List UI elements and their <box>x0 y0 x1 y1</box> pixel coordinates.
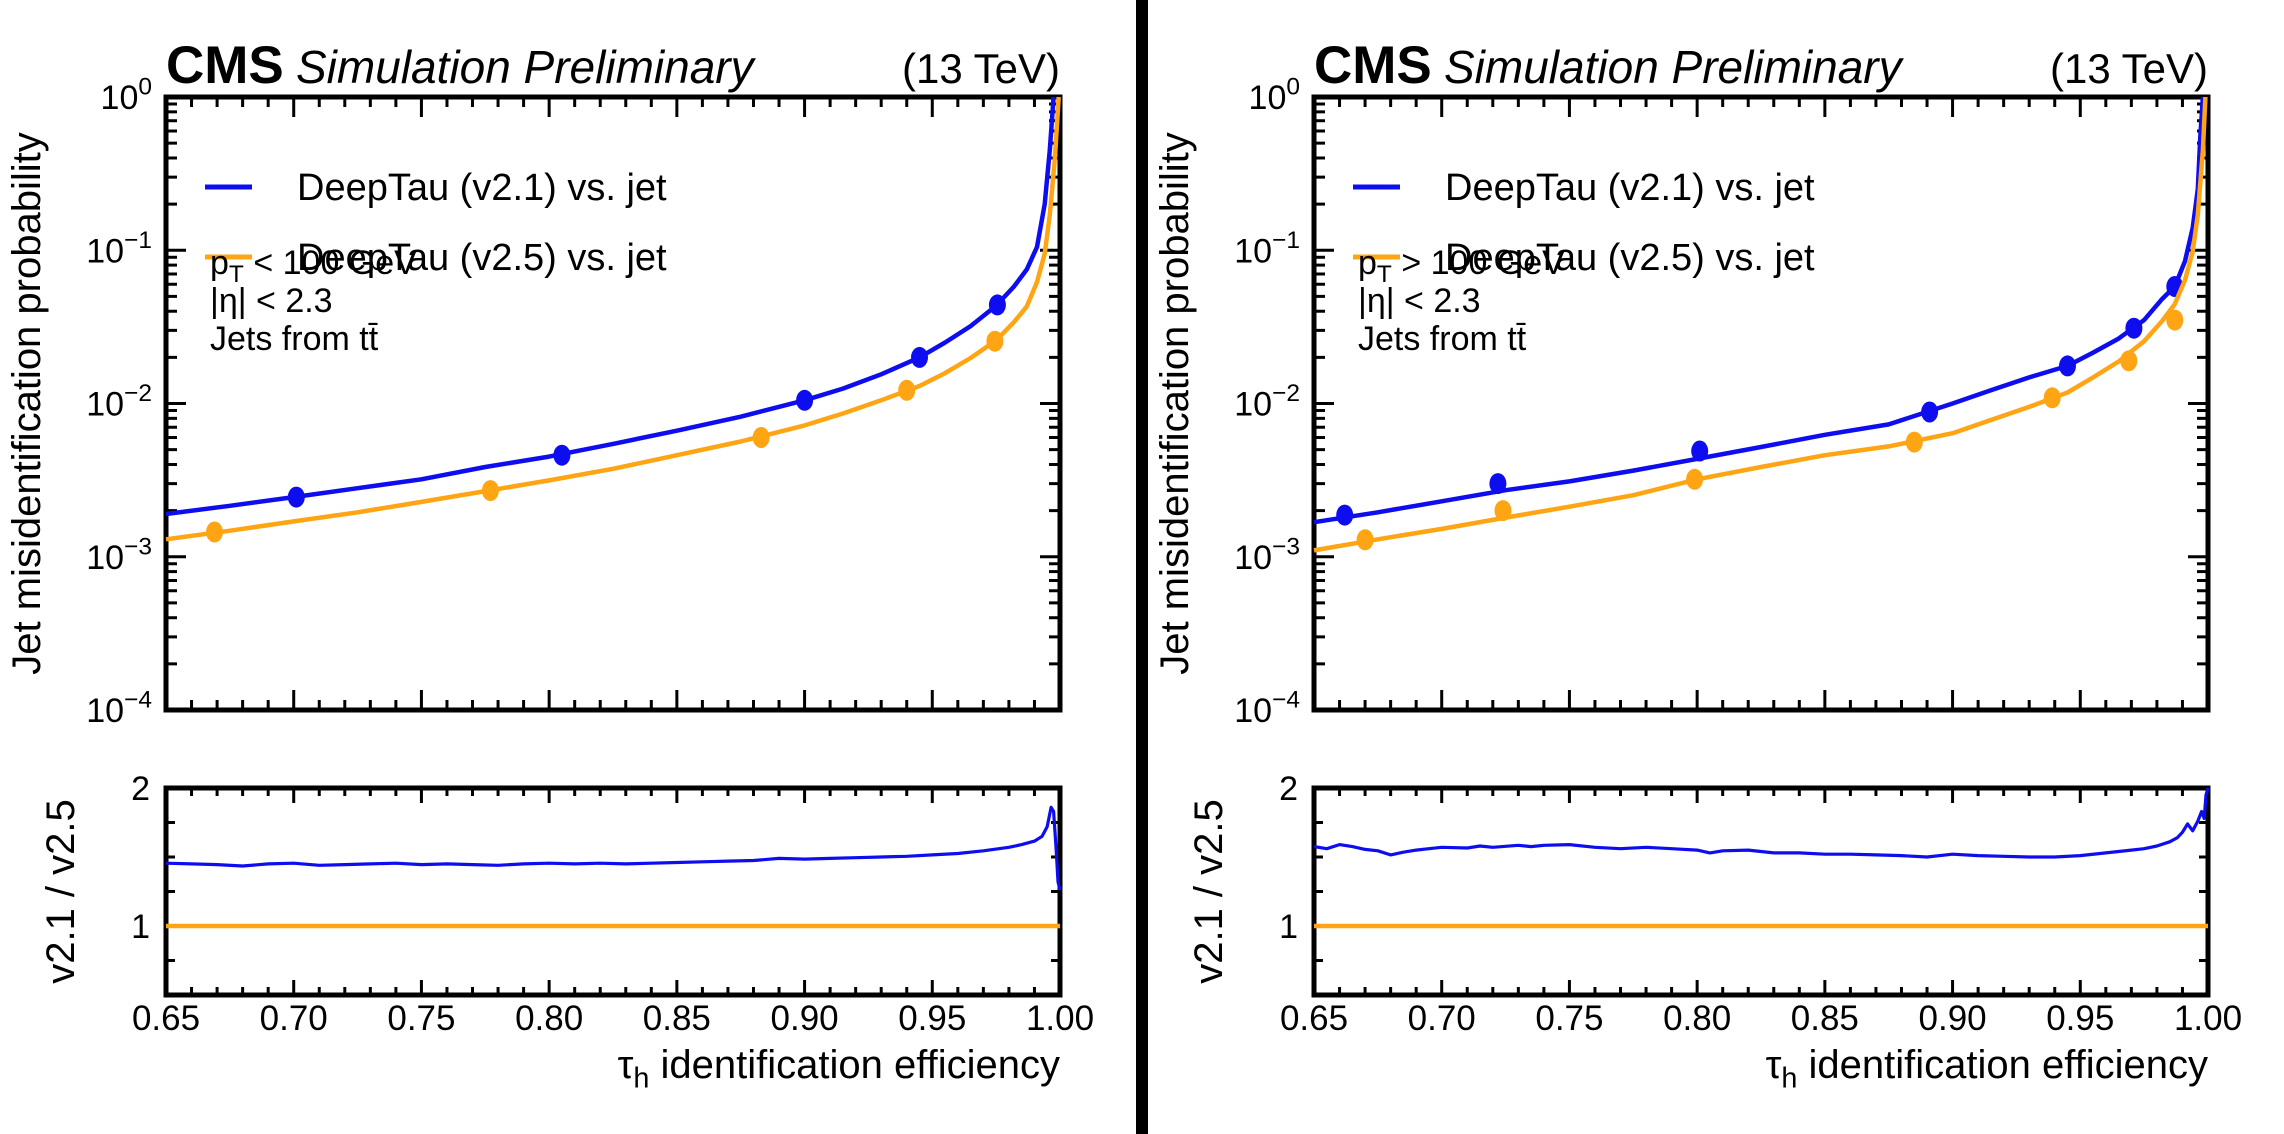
x-tick-label: 0.65 <box>132 999 200 1038</box>
ratio-plot-frame <box>1311 785 2211 998</box>
roc-marker-blue <box>1691 440 1709 462</box>
x-axis-title: τh identification efficiency <box>618 1043 1060 1095</box>
simulation-preliminary-label: Simulation Preliminary <box>296 41 757 93</box>
y-tick-label: 10−4 <box>1234 687 1300 730</box>
roc-marker-blue <box>796 389 814 411</box>
ratio-y-tick-label: 1 <box>131 908 150 946</box>
ratio-curve-blue <box>1313 787 2210 859</box>
ticks-group <box>1312 95 2210 995</box>
cms-label: CMS <box>1314 36 1432 95</box>
x-tick-label: 0.80 <box>1663 999 1731 1038</box>
x-tick-label: 0.75 <box>1535 999 1603 1038</box>
x-tick-label: 0.90 <box>771 999 839 1038</box>
ratio-y-tick-label: 2 <box>131 770 150 808</box>
main-plot-frame <box>163 94 1063 713</box>
roc-marker-orange <box>1356 529 1374 551</box>
y-tick-label: 10−1 <box>86 227 152 270</box>
roc-marker-orange <box>206 521 223 543</box>
roc-marker-blue <box>287 486 305 508</box>
x-tick-label: 0.85 <box>643 999 711 1038</box>
roc-marker-orange <box>481 480 499 502</box>
ratio-y-axis-title: v2.1 / v2.5 <box>39 799 83 984</box>
ratio-curve-blue <box>165 805 1062 891</box>
roc-marker-blue <box>1489 473 1507 495</box>
roc-marker-blue <box>911 346 928 368</box>
ratio-y-tick-label: 1 <box>1279 908 1298 946</box>
roc-marker-orange <box>752 427 770 448</box>
x-axis-title: τh identification efficiency <box>1766 1043 2208 1095</box>
roc-marker-orange <box>1494 500 1512 522</box>
annotation-text: Jets from tt̄ <box>210 320 379 358</box>
y-tick-label: 100 <box>101 74 152 117</box>
x-tick-label: 0.80 <box>515 999 583 1038</box>
roc-marker-blue <box>553 444 571 466</box>
legend-label: DeepTau (v2.1) vs. jet <box>297 167 667 209</box>
y-tick-label: 10−3 <box>1234 533 1300 576</box>
cms-label: CMS <box>166 36 284 95</box>
roc-marker-orange <box>2120 350 2138 372</box>
x-tick-label: 0.95 <box>2046 999 2114 1038</box>
ratio-y-axis-title: v2.1 / v2.5 <box>1187 799 1231 984</box>
annotation-text: pT < 100 GeV <box>210 244 417 288</box>
roc-marker-orange <box>1905 431 1923 453</box>
annotation-text: Jets from tt̄ <box>1358 320 1527 358</box>
x-tick-label: 0.70 <box>1408 999 1476 1038</box>
legend-label: DeepTau (v2.5) vs. jet <box>1445 237 1815 279</box>
y-tick-label: 10−3 <box>86 533 152 576</box>
x-tick-label: 0.85 <box>1791 999 1859 1038</box>
panel-svg: 0.65 0.70 0.75 0.80 0.85 0.90 0.95 1.00 100 10−1 1… <box>1153 36 2242 1095</box>
x-tick-label: 1.00 <box>2174 999 2242 1038</box>
y-axis-title: Jet misidentification probability <box>5 132 49 674</box>
panel-divider <box>1136 0 1148 1134</box>
y-tick-label: 10−1 <box>1234 227 1300 270</box>
roc-marker-blue <box>1336 504 1354 526</box>
roc-marker-orange <box>986 330 1004 352</box>
y-tick-label: 100 <box>1249 74 1300 117</box>
roc-curve-orange <box>165 96 1061 542</box>
x-tick-label: 0.65 <box>1280 999 1348 1038</box>
roc-marker-blue <box>1921 401 1939 423</box>
energy-label: (13 TeV) <box>2050 45 2208 92</box>
y-axis-title: Jet misidentification probability <box>1153 132 1197 674</box>
roc-marker-orange <box>1686 468 1704 490</box>
panel-pt-above-100: 0.65 0.70 0.75 0.80 0.85 0.90 0.95 1.00 100 10−1 1… <box>1148 0 2284 1134</box>
x-tick-label: 0.75 <box>387 999 455 1038</box>
roc-curve-blue <box>165 96 1056 517</box>
y-tick-label: 10−4 <box>86 687 152 730</box>
main-plot-frame <box>1311 94 2211 713</box>
energy-label: (13 TeV) <box>902 45 1060 92</box>
y-tick-label: 10−2 <box>86 380 152 423</box>
annotation-text: pT > 100 GeV <box>1358 244 1565 288</box>
roc-marker-orange <box>898 379 916 401</box>
annotation-text: |η| < 2.3 <box>210 282 333 320</box>
x-tick-label: 1.00 <box>1026 999 1094 1038</box>
roc-curve-orange <box>1313 96 2208 553</box>
roc-marker-blue <box>2125 317 2143 339</box>
roc-marker-blue <box>2059 355 2076 377</box>
annotation-text: |η| < 2.3 <box>1358 282 1481 320</box>
panel-svg: 0.65 0.70 0.75 0.80 0.85 0.90 0.95 1.00 100 10−1 1… <box>5 36 1094 1095</box>
y-tick-label: 10−2 <box>1234 380 1300 423</box>
x-tick-label: 0.70 <box>260 999 328 1038</box>
panel-pt-below-100: 0.65 0.70 0.75 0.80 0.85 0.90 0.95 1.00 100 10−1 1… <box>0 0 1136 1134</box>
legend-label: DeepTau (v2.5) vs. jet <box>297 237 667 279</box>
ticks-group <box>164 95 1062 995</box>
roc-marker-blue <box>988 294 1006 316</box>
ratio-y-tick-label: 2 <box>1279 770 1298 808</box>
roc-marker-orange <box>2166 309 2184 331</box>
simulation-preliminary-label: Simulation Preliminary <box>1444 41 1905 93</box>
x-tick-label: 0.95 <box>898 999 966 1038</box>
legend-label: DeepTau (v2.1) vs. jet <box>1445 167 1815 209</box>
roc-marker-orange <box>2043 387 2061 409</box>
x-tick-label: 0.90 <box>1919 999 1987 1038</box>
roc-curve-blue <box>1313 96 2206 525</box>
ratio-plot-frame <box>163 785 1063 998</box>
